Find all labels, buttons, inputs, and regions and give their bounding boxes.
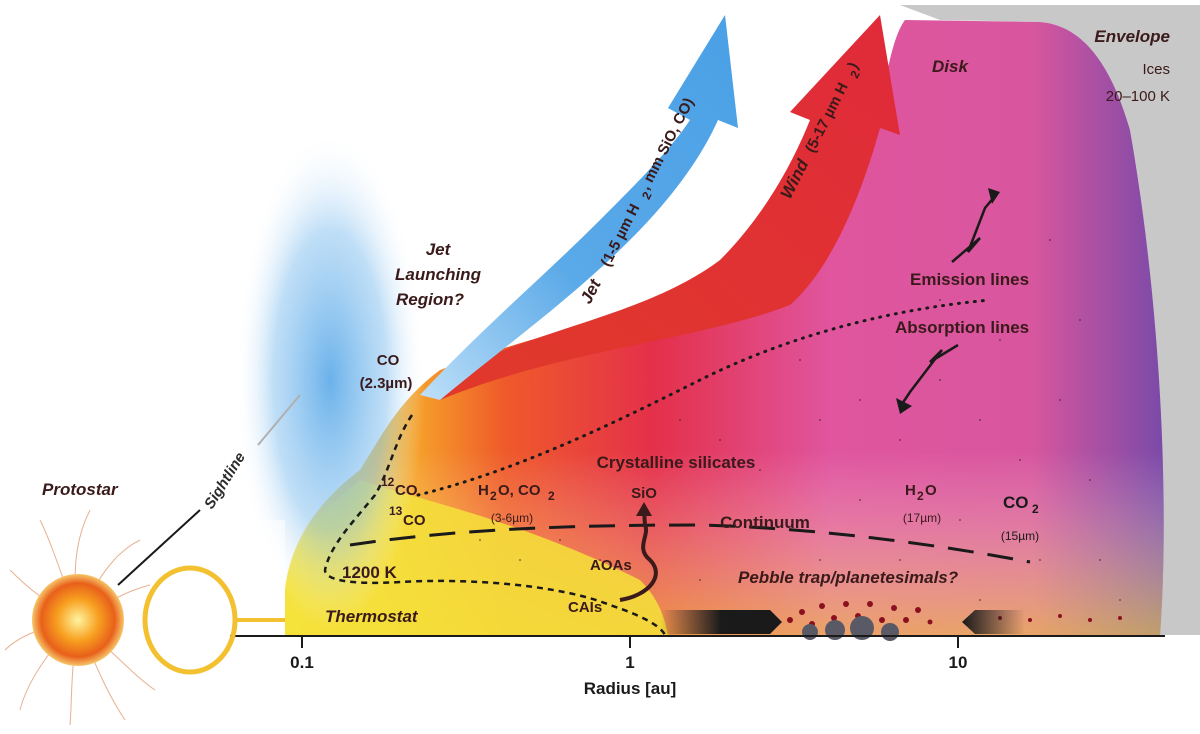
launch-base-fade	[235, 520, 285, 615]
sio-label: SiO	[631, 485, 657, 502]
tau-one-surface	[416, 298, 992, 497]
absorption-arrowhead	[896, 398, 912, 414]
tick-label-10: 10	[949, 653, 968, 672]
temp-1200-label: 1200 K	[342, 563, 398, 582]
aoas-label: AOAs	[590, 557, 632, 574]
h2o-co2-h: H	[478, 482, 489, 499]
co12-superscript: 12	[381, 475, 395, 489]
co-inner-wavelength: (2.3µm)	[360, 375, 413, 392]
h2o-right-h: H	[905, 482, 916, 499]
absorption-lines-label: Absorption lines	[895, 318, 1029, 337]
ice-temp-label: 20–100 K	[1106, 88, 1170, 105]
emission-arrowhead	[988, 188, 1000, 204]
disk-label: Disk	[932, 57, 969, 76]
wind-arrow	[430, 15, 900, 400]
continuum-label: Continuum	[720, 513, 810, 532]
co2-right-label: CO	[1003, 493, 1029, 512]
co12-label: CO	[395, 482, 418, 499]
emission-zigzag	[951, 195, 996, 263]
inward-drift-bar	[660, 610, 782, 634]
absorption-zigzag	[900, 343, 959, 405]
jet-launching-line1: Jet	[426, 240, 452, 259]
cais-label: CAIs	[568, 599, 602, 616]
continuum-line	[349, 523, 1031, 564]
protostar-disc	[32, 574, 124, 666]
sightline-dark	[117, 509, 201, 586]
h2o-co2-sub1: 2	[490, 489, 497, 503]
envelope-label: Envelope	[1094, 27, 1170, 46]
crystalline-silicates-label: Crystalline silicates	[597, 453, 756, 472]
co13-superscript: 13	[389, 504, 403, 518]
jet-arrow	[420, 15, 738, 400]
jet-launching-glow	[235, 130, 425, 630]
sightline-label: Sightline	[201, 449, 249, 512]
co-inner-label: CO	[377, 352, 400, 369]
thermostat-label: Thermostat	[325, 607, 419, 626]
emission-lines-label: Emission lines	[910, 270, 1029, 289]
protostar-label: Protostar	[42, 480, 119, 499]
disk-inner-glow	[285, 20, 1164, 635]
co13-label: CO	[403, 512, 426, 529]
sightline-faded	[257, 394, 301, 446]
tick-label-1: 1	[625, 653, 634, 672]
h2o-right-sub: 2	[917, 489, 924, 503]
co2-right-sub: 2	[1032, 502, 1039, 516]
sio-arrowhead	[636, 502, 652, 516]
h2o-co2-wavelength: (3-6µm)	[491, 511, 533, 525]
co2-right-wavelength: (15µm)	[1001, 529, 1039, 543]
ices-label: Ices	[1142, 61, 1170, 78]
accretion-ring	[142, 565, 238, 675]
sio-squiggle	[619, 509, 658, 602]
h2o-co2-rest: O, CO	[498, 482, 541, 499]
outward-drift-bar	[962, 610, 1025, 634]
h2o-co2-sub2: 2	[548, 489, 555, 503]
dust-sublimation-front	[323, 414, 667, 636]
tick-label-0-1: 0.1	[290, 653, 314, 672]
pebble-trap-label: Pebble trap/planetesimals?	[738, 568, 959, 587]
h2o-right-o: O	[925, 482, 937, 499]
jet-launching-line2: Launching	[395, 265, 482, 284]
envelope-region	[900, 5, 1200, 635]
disk-speckles	[479, 239, 1121, 601]
jet-launching-line3: Region?	[396, 290, 465, 309]
x-axis-title: Radius [au]	[584, 679, 677, 698]
h2o-right-wavelength: (17µm)	[903, 511, 941, 525]
